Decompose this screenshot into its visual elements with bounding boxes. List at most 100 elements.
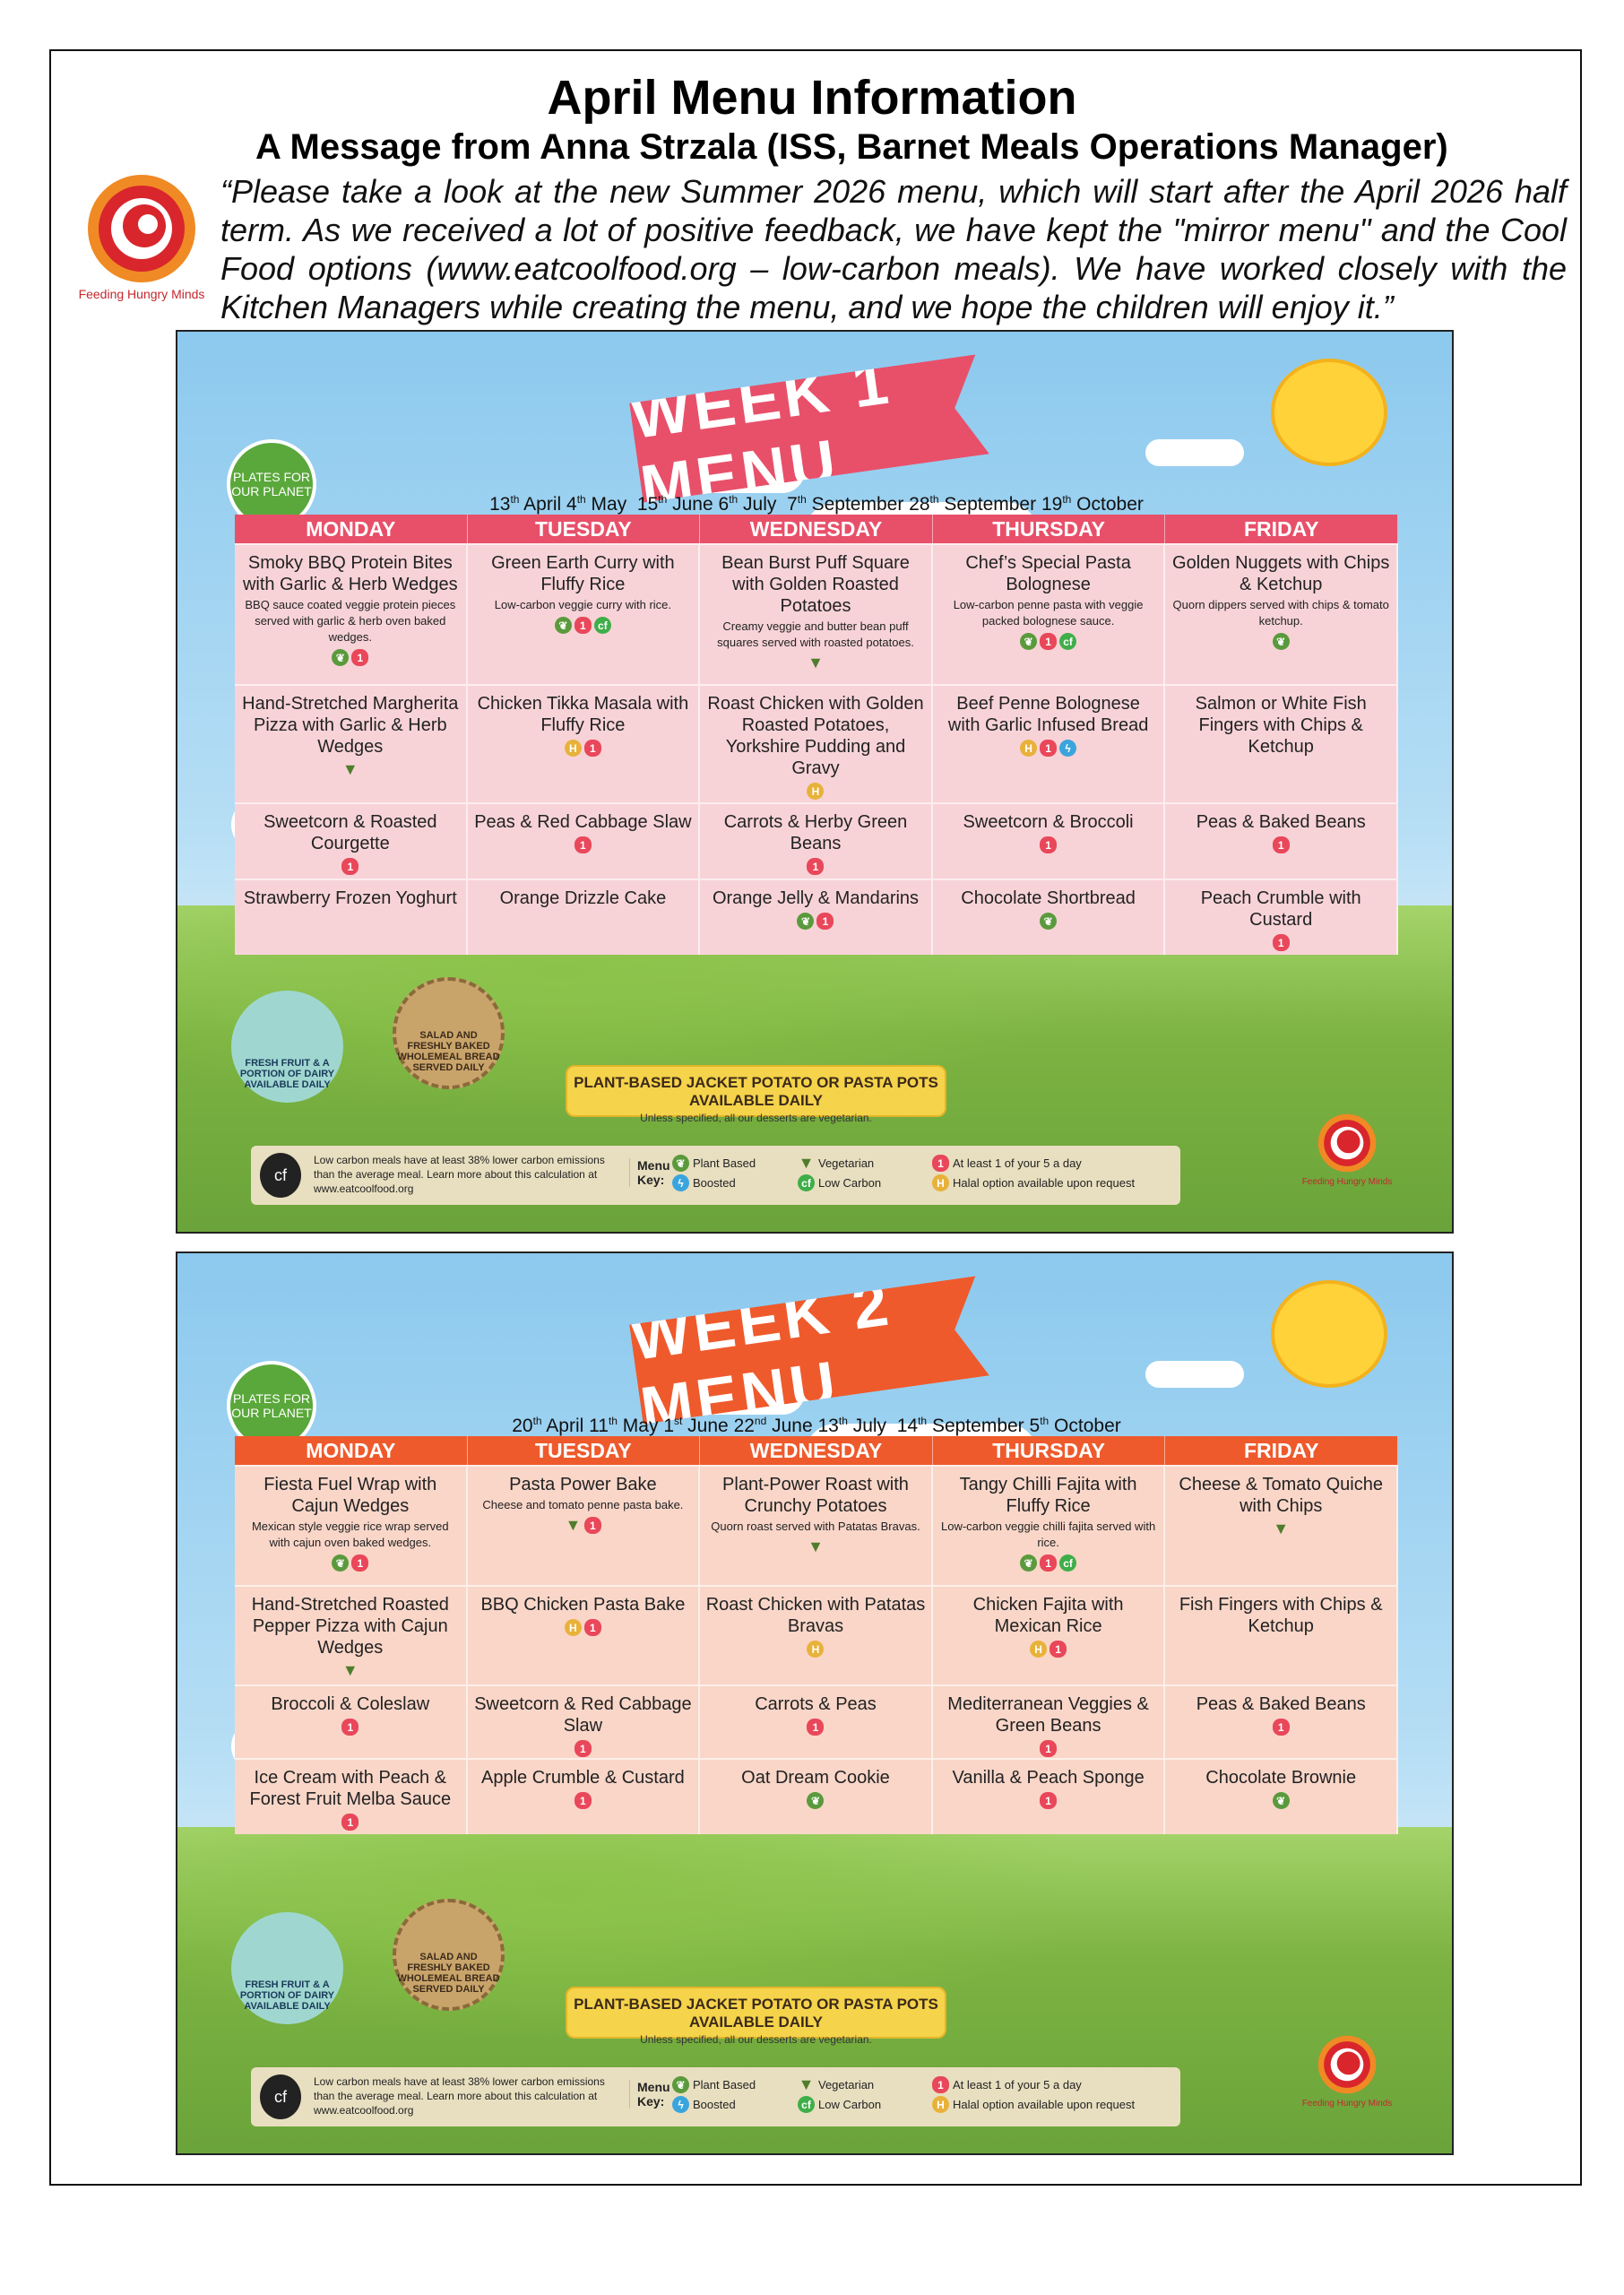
feeding-hungry-minds-logo: Feeding Hungry Minds <box>70 170 213 303</box>
dish-name: Oat Dream Cookie <box>741 1768 890 1788</box>
menu-cell: Roast Chicken with Golden Roasted Potato… <box>700 686 933 802</box>
vegetarian-icon: ▼ <box>798 1154 815 1172</box>
apple-icon: 1 <box>574 836 592 853</box>
dish-name: Beef Penne Bolognese with Garlic Infused… <box>947 694 1149 735</box>
menu-row: Smoky BBQ Protein Bites with Garlic & He… <box>235 543 1398 684</box>
dish-name: Hand-Stretched Margherita Pizza with Gar… <box>242 694 459 757</box>
menu-cell: Bean Burst Puff Square with Golden Roast… <box>700 545 933 684</box>
dish-description: Creamy veggie and butter bean puff squar… <box>717 619 914 649</box>
page-subtitle: A Message from Anna Strzala (ISS, Barnet… <box>255 127 1448 167</box>
key-item: 1 At least 1 of your 5 a day <box>932 2076 1082 2093</box>
dish-name: Sweetcorn & Roasted Courgette <box>263 812 437 853</box>
lightning-icon: ϟ <box>672 1174 689 1191</box>
feeding-hungry-minds-logo: Feeding Hungry Minds <box>1293 2033 1401 2109</box>
key-item: ϟ Boosted <box>672 2096 736 2113</box>
dish-name: Smoky BBQ Protein Bites with Garlic & He… <box>242 553 458 594</box>
page-title: April Menu Information <box>547 71 1077 125</box>
cloud <box>1145 1361 1244 1388</box>
feeding-hungry-minds-logo: Feeding Hungry Minds <box>1293 1112 1401 1187</box>
jacket-potato-banner: PLANT-BASED JACKET POTATO OR PASTA POTS … <box>566 1987 946 2046</box>
menu-cell: Carrots & Herby Green Beans 1 <box>700 804 933 879</box>
dish-name: Pasta Power Bake <box>509 1475 657 1494</box>
apple-icon: 1 <box>1040 633 1058 650</box>
dish-name: Green Earth Curry with Fluffy Rice <box>491 553 675 594</box>
day-header: WEDNESDAY <box>700 515 933 543</box>
menu-cell: Peas & Baked Beans 1 <box>1165 1686 1398 1758</box>
apple-icon: 1 <box>1040 1792 1058 1809</box>
halal-icon: H <box>807 1641 825 1658</box>
menu-cell: Chocolate Shortbread ❦ <box>933 880 1166 955</box>
dish-name: Chicken Fajita with Mexican Rice <box>972 1595 1124 1636</box>
menu-cell: Apple Crumble & Custard 1 <box>468 1760 701 1834</box>
day-header: WEDNESDAY <box>700 1436 933 1465</box>
apple-icon: 1 <box>1040 1555 1058 1572</box>
halal-icon: H <box>564 740 582 757</box>
day-header: THURSDAY <box>933 1436 1166 1465</box>
dish-name: Hand-Stretched Roasted Pepper Pizza with… <box>251 1595 449 1658</box>
menu-cell: Chef’s Special Pasta Bolognese Low-carbon… <box>933 545 1166 684</box>
week-title-ribbon: WEEK 2 MENU <box>629 1276 989 1424</box>
leaf-icon: ❦ <box>1040 913 1058 930</box>
week-1-menu: WEEK 1 MENU PLATES FOR OUR PLANET 13th Apr… <box>176 330 1454 1234</box>
week-2-menu: WEEK 2 MENU PLATES FOR OUR PLANET 20th Apr… <box>176 1251 1454 2155</box>
apple-icon: 1 <box>574 1740 592 1757</box>
menu-cell: Oat Dream Cookie ❦ <box>700 1760 933 1834</box>
lightning-icon: ϟ <box>1059 740 1077 757</box>
key-item: 1 At least 1 of your 5 a day <box>932 1155 1082 1172</box>
cool-food-icon: cf <box>798 1174 815 1191</box>
dish-name: Vanilla & Peach Sponge <box>952 1768 1145 1788</box>
menu-row: Hand-Stretched Margherita Pizza with Gar… <box>235 684 1398 802</box>
apple-icon: 1 <box>341 1719 359 1736</box>
dish-description: Low-carbon veggie chilli fajita served w… <box>941 1520 1156 1549</box>
halal-icon: H <box>932 1174 949 1191</box>
apple-icon: 1 <box>574 617 592 634</box>
menu-cell: Pasta Power Bake Cheese and tomato penne … <box>468 1467 701 1585</box>
menu-cell: Smoky BBQ Protein Bites with Garlic & He… <box>235 545 468 684</box>
fresh-fruit-dairy-badge: FRESH FRUIT & A PORTION OF DAIRY AVAILAB… <box>231 1912 343 2024</box>
dish-description: Cheese and tomato penne pasta bake. <box>482 1498 684 1511</box>
cool-food-icon: cf <box>1059 1555 1077 1572</box>
day-header-row: MONDAY TUESDAY WEDNESDAY THURSDAY FRIDAY <box>235 1436 1398 1465</box>
dish-name: Chicken Tikka Masala with Fluffy Rice <box>477 694 689 735</box>
menu-table: MONDAY TUESDAY WEDNESDAY THURSDAY FRIDAY Fies… <box>235 1436 1398 1834</box>
apple-icon: 1 <box>583 1517 601 1534</box>
apple-icon: 1 <box>1272 1719 1290 1736</box>
vegetarian-icon: ▼ <box>341 760 358 778</box>
menu-cell: Sweetcorn & Red Cabbage Slaw 1 <box>468 1686 701 1758</box>
menu-key: cf Low carbon meals have at least 38% low… <box>251 2067 1180 2126</box>
key-item: ❦ Plant Based <box>672 1155 756 1172</box>
leaf-icon: ❦ <box>797 913 815 930</box>
menu-cell: Vanilla & Peach Sponge 1 <box>933 1760 1166 1834</box>
dish-name: Golden Nuggets with Chips & Ketchup <box>1172 553 1390 594</box>
swirl-logo-icon <box>1317 2035 1377 2094</box>
apple-icon: 1 <box>583 740 601 757</box>
vegetarian-icon: ▼ <box>565 1516 582 1534</box>
menu-cell: Cheese & Tomato Quiche with Chips ▼ <box>1165 1467 1398 1585</box>
apple-icon: 1 <box>341 858 359 875</box>
leaf-icon: ❦ <box>807 1792 825 1809</box>
menu-cell: Hand-Stretched Margherita Pizza with Gar… <box>235 686 468 802</box>
menu-row: Fiesta Fuel Wrap with Cajun Wedges Mexica… <box>235 1465 1398 1585</box>
day-header-row: MONDAY TUESDAY WEDNESDAY THURSDAY FRIDAY <box>235 515 1398 543</box>
apple-icon: 1 <box>574 1792 592 1809</box>
dish-name: Carrots & Peas <box>755 1694 877 1714</box>
leaf-icon: ❦ <box>332 649 350 666</box>
menu-cell: Orange Drizzle Cake <box>468 880 701 955</box>
menu-cell: Hand-Stretched Roasted Pepper Pizza with… <box>235 1587 468 1684</box>
halal-icon: H <box>807 783 825 800</box>
leaf-icon: ❦ <box>332 1555 350 1572</box>
dish-name: Roast Chicken with Golden Roasted Potato… <box>707 694 924 778</box>
logo-text: Feeding Hungry Minds <box>78 287 205 301</box>
salad-bread-badge: SALAD AND FRESHLY BAKED WHOLEMEAL BREAD … <box>393 977 505 1089</box>
apple-icon: 1 <box>351 649 369 666</box>
halal-icon: H <box>564 1619 582 1636</box>
key-item: H Halal option available upon request <box>932 2096 1135 2113</box>
salad-bread-badge: SALAD AND FRESHLY BAKED WHOLEMEAL BREAD … <box>393 1899 505 2011</box>
dish-name: Chef’s Special Pasta Bolognese <box>965 553 1131 594</box>
dish-description: Mexican style veggie rice wrap served wi… <box>251 1520 449 1549</box>
dish-name: Plant-Power Roast with Crunchy Potatoes <box>722 1475 909 1516</box>
dish-name: Broccoli & Coleslaw <box>271 1694 430 1714</box>
dish-name: Orange Jelly & Mandarins <box>712 888 920 908</box>
menu-cell: Fiesta Fuel Wrap with Cajun Wedges Mexica… <box>235 1467 468 1585</box>
dish-name: Peas & Baked Beans <box>1196 812 1366 832</box>
